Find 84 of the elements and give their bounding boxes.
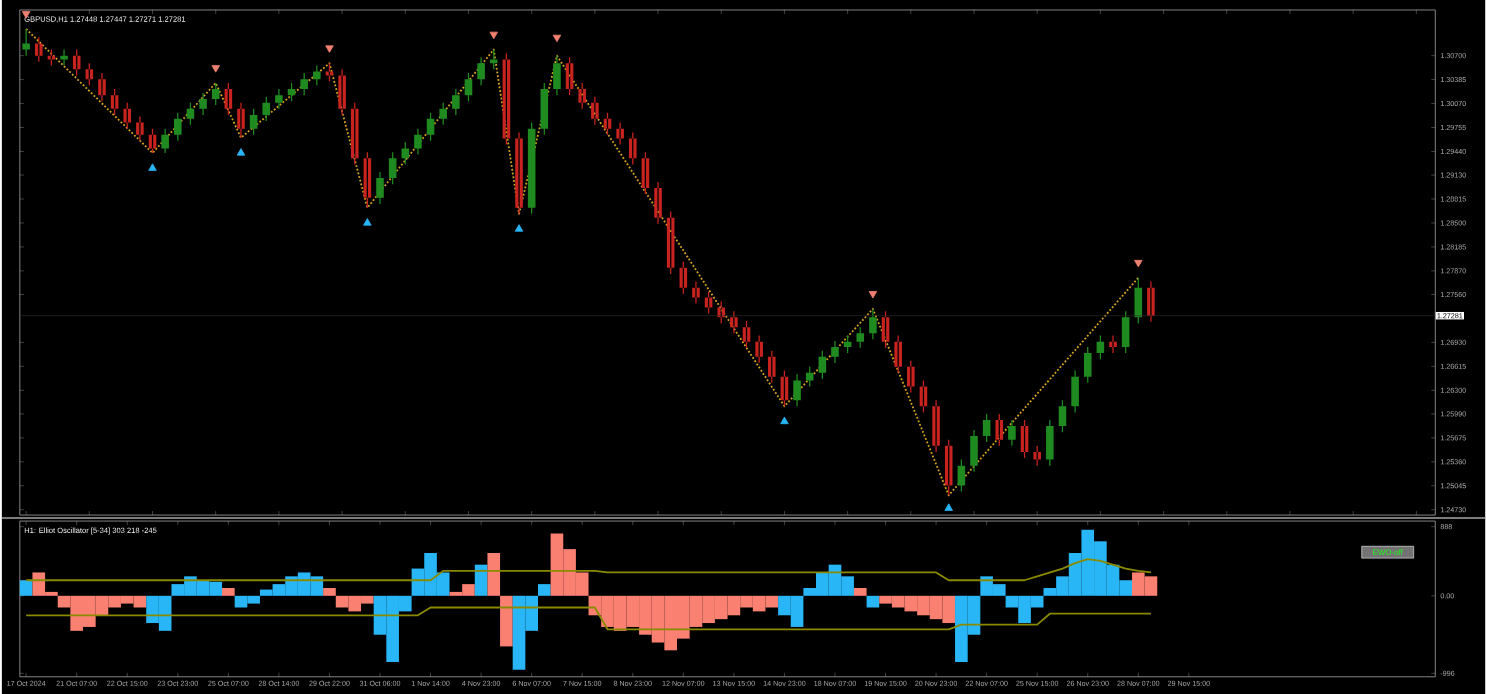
candlestick [995,413,1004,446]
bar [222,587,235,596]
candlestick [919,380,928,413]
candlestick [553,55,561,95]
point [211,64,220,73]
point [868,290,878,299]
point [552,34,562,42]
candlestick [363,151,372,208]
point [514,223,524,232]
candlestick [60,49,68,66]
candlestick [275,88,283,109]
candlestick [72,49,81,76]
candlestick [515,132,523,214]
candlestick [856,326,865,348]
candlestick [641,151,650,194]
candlestick [831,340,839,363]
candlestick [591,96,599,125]
candlestick [376,171,384,204]
candlestick [970,429,978,472]
candlestick [477,56,485,85]
point [236,147,246,156]
candlestick [1071,370,1079,413]
candlestick [136,116,144,141]
candlestick [717,300,726,323]
candlestick [199,92,207,115]
candlestick [1020,419,1029,458]
candlestick [98,72,106,101]
point [148,163,157,171]
point [489,31,498,39]
candlestick [894,335,902,373]
candlestick [780,370,789,406]
candlestick [110,88,119,115]
candlestick [414,128,422,155]
candlestick [616,122,624,145]
candlestick [350,102,359,165]
candlestick [881,310,890,348]
point [325,45,334,53]
candlestick [148,128,157,153]
point [944,503,953,511]
candlestick [932,399,940,452]
candlestick [502,52,511,145]
candlestick [1008,419,1016,446]
candlestick [730,310,738,333]
point [780,416,789,424]
candlestick [578,82,587,109]
candlestick [34,37,43,62]
candlestick [1083,346,1092,383]
candlestick [944,439,953,495]
candlestick [123,102,132,129]
candlestick [47,49,56,66]
candlestick [628,132,637,165]
bar [487,552,501,596]
candlestick [1147,281,1155,322]
candlestick [742,320,751,348]
candlestick [565,56,574,95]
candlestick [1033,445,1041,466]
candlestick [692,281,700,304]
bar [19,579,33,596]
candlestick [603,112,612,135]
bar [853,587,867,596]
candlestick [22,28,30,56]
point [1134,259,1143,267]
candlestick [654,181,662,224]
candlestick [1109,335,1117,353]
candlestick [907,360,915,393]
bar [323,587,336,596]
candlestick [666,211,675,274]
candlestick [768,350,776,383]
bar [537,583,551,596]
candlestick [755,335,763,363]
candlestick [704,291,713,314]
candlestick [338,68,346,115]
candlestick [452,88,460,115]
candlestick [85,62,94,85]
candlestick [793,373,801,406]
point [363,217,372,226]
candlestick [1046,419,1054,466]
candlestick [869,308,877,339]
line-series [25,27,1140,496]
candlestick [237,102,245,138]
candlestick [679,261,688,294]
candlestick [224,82,233,115]
bar [500,595,513,647]
candlestick [325,62,334,82]
